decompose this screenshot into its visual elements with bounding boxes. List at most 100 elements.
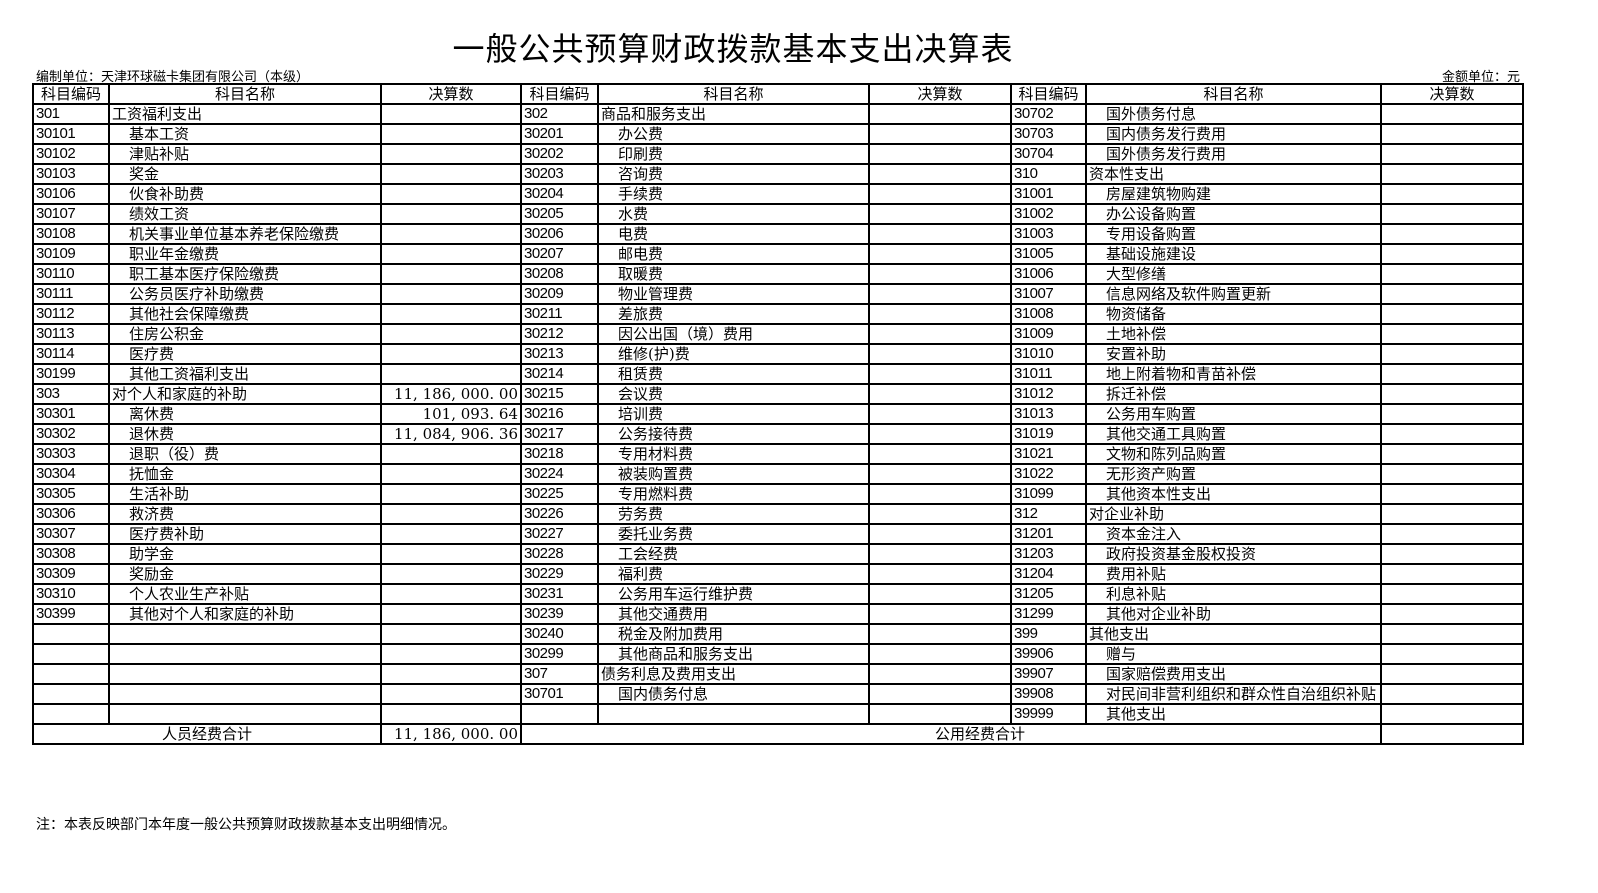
subject-name: 基础设施建设 bbox=[1085, 243, 1382, 265]
subject-code: 30399 bbox=[32, 603, 110, 625]
table-row: 30306 救济费 30226 劳务费 312 对企业补助 bbox=[32, 503, 1524, 525]
final-amount bbox=[868, 323, 1012, 345]
subject-name: 信息网络及软件购置更新 bbox=[1085, 283, 1382, 305]
subject-code: 31019 bbox=[1010, 423, 1087, 445]
subject-name bbox=[108, 683, 382, 705]
final-amount bbox=[868, 683, 1012, 705]
subject-name: 对企业补助 bbox=[1085, 503, 1382, 525]
final-amount bbox=[1380, 363, 1524, 385]
subject-name: 对个人和家庭的补助 bbox=[108, 383, 382, 405]
final-amount bbox=[868, 623, 1012, 645]
subject-name: 政府投资基金股权投资 bbox=[1085, 543, 1382, 565]
subject-name: 印刷费 bbox=[597, 143, 870, 165]
table-row: 39999 其他支出 bbox=[32, 703, 1524, 725]
subject-code: 30211 bbox=[520, 303, 599, 325]
final-amount bbox=[380, 203, 522, 225]
final-amount bbox=[380, 683, 522, 705]
final-amount bbox=[380, 663, 522, 685]
final-amount bbox=[868, 563, 1012, 585]
final-amount bbox=[868, 703, 1012, 725]
table-row: 30106 伙食补助费 30204 手续费 31001 房屋建筑物购建 bbox=[32, 183, 1524, 205]
final-amount bbox=[380, 163, 522, 185]
subject-name: 福利费 bbox=[597, 563, 870, 585]
subject-name: 工资福利支出 bbox=[108, 103, 382, 125]
final-amount bbox=[380, 443, 522, 465]
subject-code: 30309 bbox=[32, 563, 110, 585]
subject-code: 30701 bbox=[520, 683, 599, 705]
subject-name: 津贴补贴 bbox=[108, 143, 382, 165]
subject-code: 30108 bbox=[32, 223, 110, 245]
final-amount bbox=[1380, 383, 1524, 405]
final-amount bbox=[1380, 663, 1524, 685]
subject-code: 30109 bbox=[32, 243, 110, 265]
subject-code: 39908 bbox=[1010, 683, 1087, 705]
final-amount bbox=[380, 103, 522, 125]
subject-name: 国内债务付息 bbox=[597, 683, 870, 705]
final-amount bbox=[1380, 223, 1524, 245]
subject-name: 资本性支出 bbox=[1085, 163, 1382, 185]
subject-name: 工会经费 bbox=[597, 543, 870, 565]
subject-code: 30218 bbox=[520, 443, 599, 465]
table-row: 30114 医疗费 30213 维修(护)费 31010 安置补助 bbox=[32, 343, 1524, 365]
subject-name: 其他交通工具购置 bbox=[1085, 423, 1382, 445]
subject-name: 维修(护)费 bbox=[597, 343, 870, 365]
table-row: 30307 医疗费补助 30227 委托业务费 31201 资本金注入 bbox=[32, 523, 1524, 545]
final-amount bbox=[868, 283, 1012, 305]
subject-code: 30103 bbox=[32, 163, 110, 185]
subject-name: 差旅费 bbox=[597, 303, 870, 325]
table-row: 30199 其他工资福利支出 30214 租赁费 31011 地上附着物和青苗补偿 bbox=[32, 363, 1524, 385]
subject-name: 救济费 bbox=[108, 503, 382, 525]
subject-code: 31001 bbox=[1010, 183, 1087, 205]
final-amount bbox=[1380, 443, 1524, 465]
expenditure-table: 科目编码 科目名称 决算数 科目编码 科目名称 决算数 科目编码 科目名称 决算数 301 工资福利… bbox=[32, 83, 1524, 745]
subject-name: 基本工资 bbox=[108, 123, 382, 145]
final-amount bbox=[1380, 263, 1524, 285]
subject-name: 税金及附加费用 bbox=[597, 623, 870, 645]
final-amount bbox=[1380, 603, 1524, 625]
subject-code: 39907 bbox=[1010, 663, 1087, 685]
final-amount: 101, 093. 64 bbox=[380, 403, 522, 425]
header-row: 科目编码 科目名称 决算数 科目编码 科目名称 决算数 科目编码 科目名称 决算数 bbox=[32, 83, 1524, 105]
final-amount bbox=[1380, 643, 1524, 665]
subject-name: 专用燃料费 bbox=[597, 483, 870, 505]
subject-name: 公务用车购置 bbox=[1085, 403, 1382, 425]
final-amount: 11, 186, 000. 00 bbox=[380, 383, 522, 405]
subject-name: 其他对个人和家庭的补助 bbox=[108, 603, 382, 625]
table-row: 30301 离休费 101, 093. 64 30216 培训费 31013 公务用车购置 bbox=[32, 403, 1524, 425]
final-amount bbox=[868, 363, 1012, 385]
subject-name: 对民间非营利组织和群众性自治组织补贴 bbox=[1085, 683, 1382, 705]
subject-name: 费用补贴 bbox=[1085, 563, 1382, 585]
final-amount bbox=[1380, 483, 1524, 505]
subject-name: 退职（役）费 bbox=[108, 443, 382, 465]
subject-code: 31099 bbox=[1010, 483, 1087, 505]
subject-code: 30102 bbox=[32, 143, 110, 165]
final-amount bbox=[868, 163, 1012, 185]
subject-code: 30199 bbox=[32, 363, 110, 385]
subject-name: 其他工资福利支出 bbox=[108, 363, 382, 385]
subject-code: 30310 bbox=[32, 583, 110, 605]
final-amount bbox=[1380, 123, 1524, 145]
final-amount bbox=[1380, 203, 1524, 225]
subject-name: 绩效工资 bbox=[108, 203, 382, 225]
final-amount bbox=[868, 523, 1012, 545]
final-amount bbox=[380, 603, 522, 625]
final-amount bbox=[1380, 303, 1524, 325]
subject-name: 土地补偿 bbox=[1085, 323, 1382, 345]
subject-name: 因公出国（境）费用 bbox=[597, 323, 870, 345]
subject-name: 被装购置费 bbox=[597, 463, 870, 485]
final-amount bbox=[1380, 703, 1524, 725]
subject-name: 国外债务付息 bbox=[1085, 103, 1382, 125]
subject-code: 399 bbox=[1010, 623, 1087, 645]
subject-name: 劳务费 bbox=[597, 503, 870, 525]
subject-code: 30702 bbox=[1010, 103, 1087, 125]
subject-name: 大型修缮 bbox=[1085, 263, 1382, 285]
final-amount bbox=[380, 643, 522, 665]
subject-name: 其他资本性支出 bbox=[1085, 483, 1382, 505]
final-amount bbox=[868, 463, 1012, 485]
final-amount bbox=[868, 143, 1012, 165]
table-row: 30108 机关事业单位基本养老保险缴费 30206 电费 31003 专用设备购置 bbox=[32, 223, 1524, 245]
totals-row: 人员经费合计 11, 186, 000. 00 公用经费合计 bbox=[32, 723, 1524, 745]
subject-name: 债务利息及费用支出 bbox=[597, 663, 870, 685]
subject-name: 商品和服务支出 bbox=[597, 103, 870, 125]
final-amount bbox=[868, 203, 1012, 225]
